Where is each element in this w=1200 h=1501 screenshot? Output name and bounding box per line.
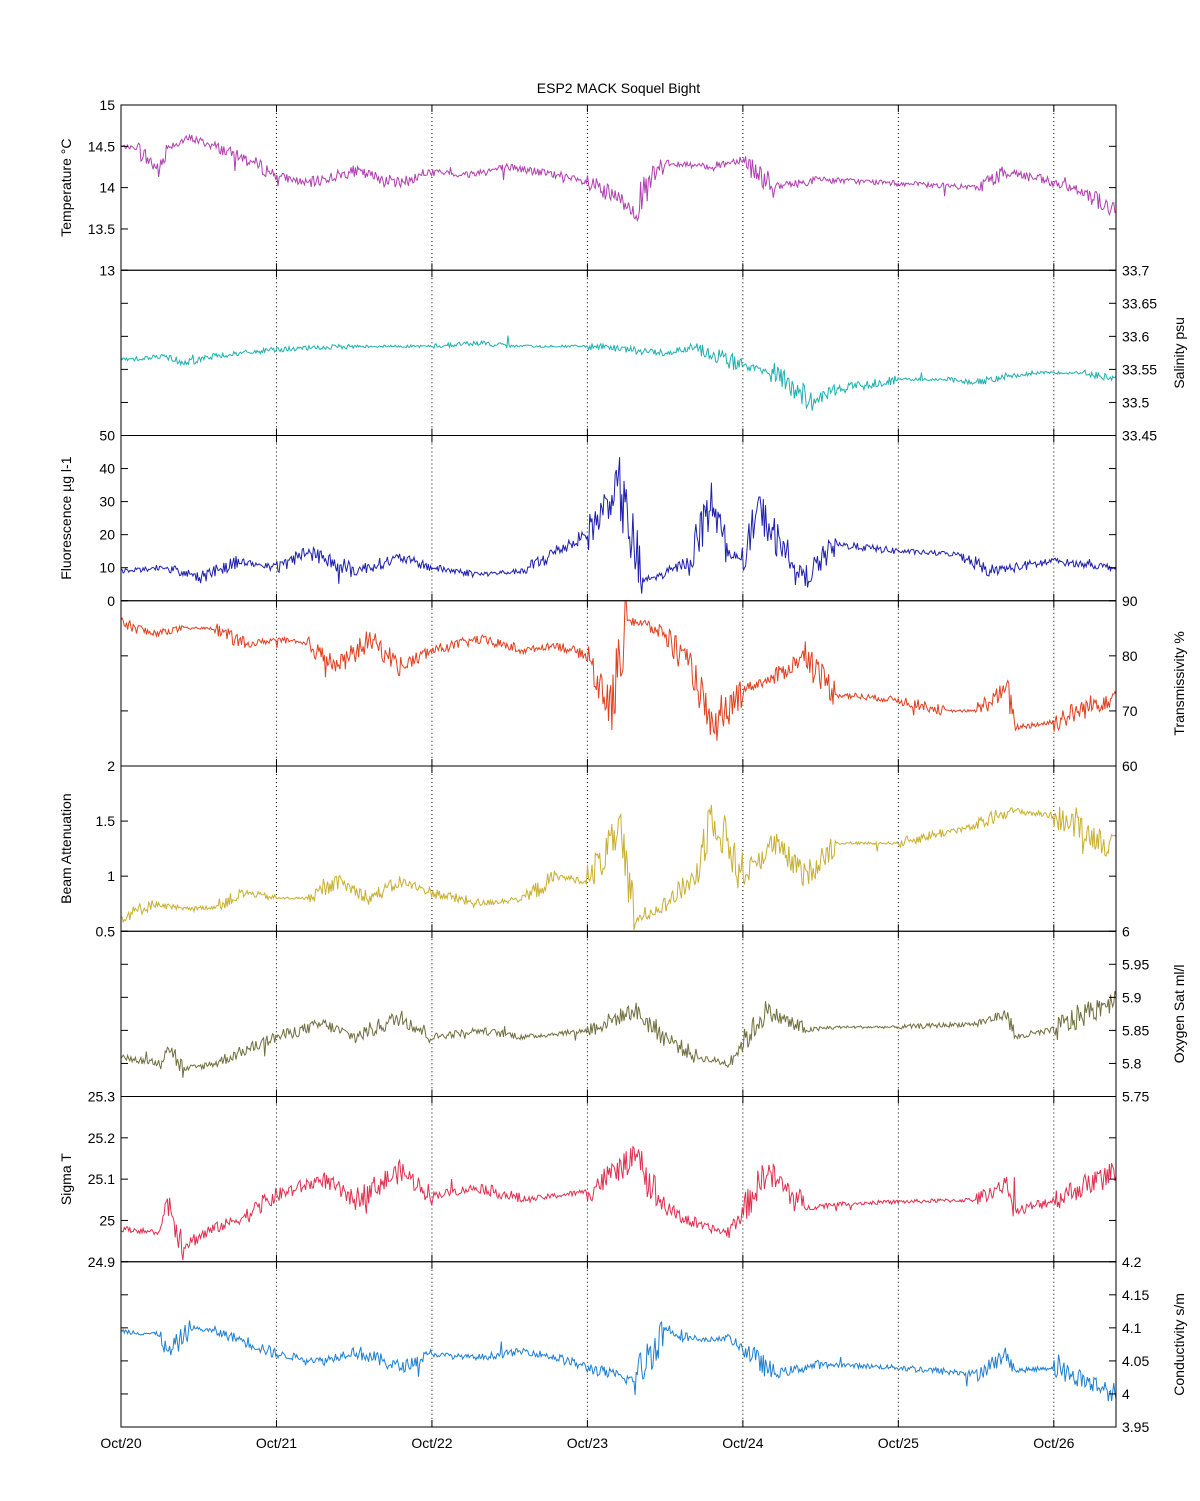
y-tick-label-sigma_t: 25.3 [88,1089,115,1105]
y-axis-label-fluorescence: Fluorescence µg l-1 [58,456,74,579]
y-tick-label-beam_attenuation: 2 [107,758,115,774]
y-tick-label-conductivity: 4.2 [1122,1254,1142,1270]
x-tick-label-6: Oct/26 [1033,1435,1074,1451]
panel-temperature: 13 13.5 14 14.5 15 Temperature °C [58,97,1117,278]
y-tick-label-salinity: 33.5 [1122,394,1149,410]
y-tick-label-oxygen: 5.75 [1122,1089,1149,1105]
y-axis-label-oxygen: Oxygen Sat ml/l [1171,964,1187,1063]
y-tick-label-sigma_t: 25.2 [88,1130,115,1146]
y-tick-label-beam_attenuation: 1 [107,868,115,884]
panel-frame-fluorescence [120,435,1117,602]
y-tick-label-transmissivity: 60 [1122,758,1138,774]
y-tick-label-transmissivity: 70 [1122,703,1138,719]
series-line-transmissivity [120,600,1117,741]
y-tick-label-temperature: 15 [99,97,115,113]
panel-transmissivity: 60 70 80 90 Transmissivity % [120,593,1187,774]
y-tick-label-transmissivity: 90 [1122,593,1138,609]
series-line-oxygen [120,991,1117,1078]
y-tick-label-temperature: 13.5 [88,221,115,237]
panel-fluorescence: 0 10 20 30 40 50 Fluorescence µg l-1 [58,428,1117,609]
y-tick-label-fluorescence: 30 [99,494,115,510]
x-tick-label-4: Oct/24 [722,1435,763,1451]
y-tick-label-salinity: 33.55 [1122,361,1157,377]
panel-sigma_t: 24.9 25 25.1 25.2 25.3 Sigma T [58,1089,1117,1270]
y-tick-label-beam_attenuation: 0.5 [96,923,116,939]
y-tick-label-conductivity: 4 [1122,1386,1130,1402]
series-line-conductivity [120,1320,1117,1402]
chart-title: ESP2 MACK Soquel Bight [537,80,701,96]
panel-frame-beam_attenuation [120,765,1117,932]
y-tick-label-transmissivity: 80 [1122,648,1138,664]
series-line-fluorescence [120,457,1117,594]
y-tick-label-oxygen: 5.95 [1122,956,1149,972]
x-tick-label-5: Oct/25 [878,1435,919,1451]
y-tick-label-fluorescence: 40 [99,461,115,477]
y-tick-label-salinity: 33.45 [1122,428,1157,444]
panel-frame-conductivity [120,1261,1117,1428]
x-tick-label-3: Oct/23 [567,1435,608,1451]
panel-beam_attenuation: 0.5 1 1.5 2 Beam Attenuation [58,758,1117,939]
series-line-temperature [120,133,1117,222]
y-tick-label-fluorescence: 10 [99,560,115,576]
y-tick-label-oxygen: 5.85 [1122,1022,1149,1038]
y-tick-label-beam_attenuation: 1.5 [96,813,116,829]
series-line-beam_attenuation [120,804,1117,931]
y-tick-label-sigma_t: 24.9 [88,1254,115,1270]
y-tick-label-conductivity: 3.95 [1122,1419,1149,1435]
y-tick-label-temperature: 14 [99,180,115,196]
panel-oxygen: 5.75 5.8 5.85 5.9 5.95 6 Oxygen Sat ml/l [120,923,1187,1105]
y-axis-label-salinity: Salinity psu [1171,317,1187,389]
y-axis-label-transmissivity: Transmissivity % [1171,631,1187,736]
y-tick-label-fluorescence: 50 [99,428,115,444]
x-tick-label-1: Oct/21 [256,1435,297,1451]
y-axis-label-sigma_t: Sigma T [58,1153,74,1205]
x-tick-label-2: Oct/22 [411,1435,452,1451]
y-tick-label-oxygen: 5.8 [1122,1055,1142,1071]
x-tick-label-0: Oct/20 [100,1435,141,1451]
y-tick-label-temperature: 14.5 [88,138,115,154]
y-axis-label-temperature: Temperature °C [58,139,74,237]
y-tick-label-salinity: 33.7 [1122,262,1149,278]
y-tick-label-salinity: 33.6 [1122,328,1149,344]
y-tick-label-sigma_t: 25.1 [88,1171,115,1187]
y-tick-label-salinity: 33.65 [1122,295,1157,311]
series-line-sigma_t [120,1145,1117,1260]
panel-salinity: 33.45 33.5 33.55 33.6 33.65 33.7 Salinity psu [120,262,1187,444]
y-tick-label-conductivity: 4.05 [1122,1353,1149,1369]
y-axis-label-beam_attenuation: Beam Attenuation [58,793,74,904]
y-tick-label-conductivity: 4.1 [1122,1320,1142,1336]
y-tick-label-temperature: 13 [99,262,115,278]
y-tick-label-oxygen: 6 [1122,923,1130,939]
panel-conductivity: 3.95 4 4.05 4.1 4.15 4.2 Conductivity s/m [120,1254,1187,1435]
panel-frame-transmissivity [120,600,1117,767]
y-tick-label-conductivity: 4.15 [1122,1287,1149,1303]
y-tick-label-oxygen: 5.9 [1122,989,1142,1005]
panel-frame-salinity [120,269,1117,436]
y-tick-label-sigma_t: 25 [99,1212,115,1228]
y-axis-label-conductivity: Conductivity s/m [1171,1293,1187,1396]
panel-frame-oxygen [120,930,1117,1097]
y-tick-label-fluorescence: 0 [107,593,115,609]
y-tick-label-fluorescence: 20 [99,527,115,543]
series-line-salinity [120,335,1117,411]
